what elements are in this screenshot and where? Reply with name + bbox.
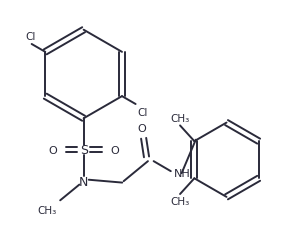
Text: O: O <box>48 145 57 155</box>
Text: CH₃: CH₃ <box>171 196 190 206</box>
Text: CH₃: CH₃ <box>37 205 57 215</box>
Text: CH₃: CH₃ <box>171 114 190 124</box>
Text: N: N <box>79 175 88 188</box>
Text: Cl: Cl <box>25 32 35 42</box>
Text: NH: NH <box>174 168 190 178</box>
Text: O: O <box>138 123 146 133</box>
Text: O: O <box>110 145 119 155</box>
Text: Cl: Cl <box>137 107 147 117</box>
Text: S: S <box>80 144 88 157</box>
